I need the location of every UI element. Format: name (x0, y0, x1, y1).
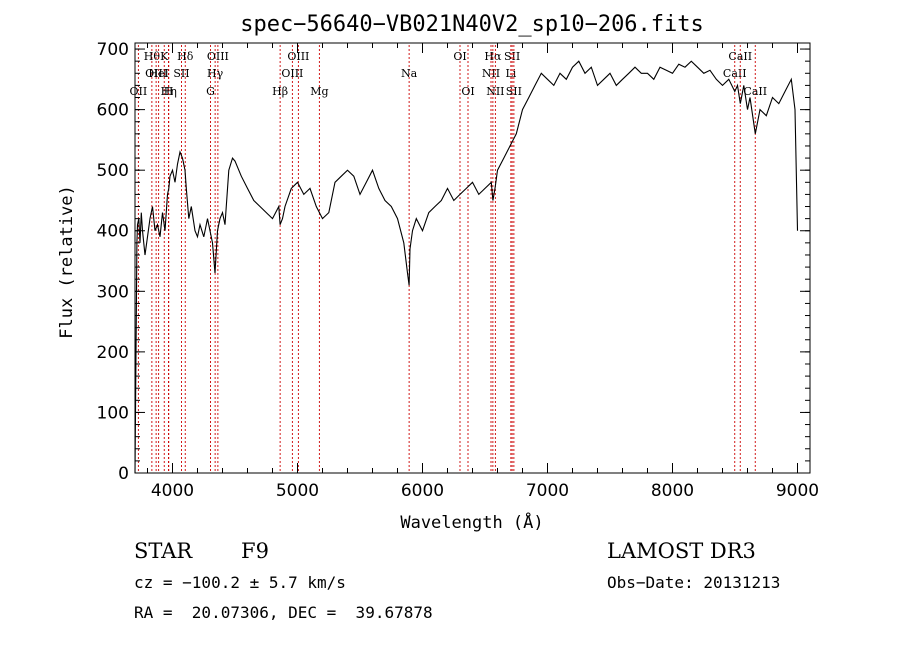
line-marker-label: Hβ (272, 85, 288, 98)
line-marker-label: OI (453, 50, 466, 63)
y-tick-label: 600 (97, 101, 129, 121)
x-tick-label: 6000 (401, 481, 444, 501)
line-marker-label: Hγ (207, 67, 224, 80)
line-marker-label: Li (505, 67, 516, 80)
line-marker-label: CaII (743, 85, 767, 98)
line-marker-label: SII (504, 50, 520, 63)
line-marker-label: Hδ (177, 50, 194, 63)
line-marker-label: HeI (148, 67, 168, 80)
y-axis-label: Flux (relative) (57, 185, 77, 339)
sky-coordinates: RA = 20.07306, DEC = 39.67878 (134, 603, 433, 622)
x-tick-label: 7000 (526, 481, 569, 501)
y-tick-label: 0 (118, 464, 129, 484)
x-tick-label: 8000 (651, 481, 694, 501)
line-marker-label: OIII (287, 50, 309, 63)
x-axis-label: Wavelength (Å) (400, 511, 543, 533)
plot-frame (134, 42, 811, 474)
spectral-subclass: F9 (241, 539, 269, 563)
line-marker-label: CaII (728, 50, 752, 63)
line-marker-label: OII (130, 85, 148, 98)
x-tick-label: 4000 (151, 481, 194, 501)
line-marker-label: Na (401, 67, 418, 80)
line-marker-label: H (164, 85, 174, 98)
y-tick-label: 100 (97, 403, 129, 423)
line-marker-label: Mg (310, 85, 328, 98)
line-marker-label: Hη (161, 85, 177, 98)
line-marker-label: CaII (723, 67, 747, 80)
line-marker-label: SII (506, 85, 522, 98)
line-markers: OIIHθOIIIHeIKHηHSIIHδGHγOIIIHβOIIIOIIIMg… (130, 45, 767, 473)
line-marker-label: Hθ (144, 50, 161, 63)
y-axis: 0 100 200 300 400 500 600 700 (97, 40, 810, 484)
y-tick-label: 400 (97, 222, 129, 242)
line-marker-label: OIII (207, 50, 229, 63)
x-axis: 4000 5000 6000 7000 8000 9000 (147, 43, 819, 501)
spectrum-line (134, 60, 799, 474)
line-marker-label: SII (173, 67, 189, 80)
y-tick-label: 500 (97, 161, 129, 181)
survey-name: LAMOST DR3 (607, 539, 756, 563)
chart-title: spec−56640−VB021N40V2_sp10−206.fits (240, 12, 704, 37)
y-tick-label: 300 (97, 282, 129, 302)
line-marker-label: Hα (484, 50, 502, 63)
y-tick-label: 200 (97, 343, 129, 363)
line-marker-label: K (160, 50, 169, 63)
object-class: STAR (134, 539, 193, 563)
line-marker-label: OIII (145, 67, 167, 80)
line-marker-label: G (206, 85, 215, 98)
x-tick-label: 9000 (776, 481, 819, 501)
y-tick-label: 700 (97, 40, 129, 60)
line-marker-label: NII (486, 85, 504, 98)
x-tick-label: 5000 (276, 481, 319, 501)
line-marker-label: NII (482, 67, 500, 80)
redshift-velocity: cz = −100.2 ± 5.7 km/s (134, 573, 346, 592)
line-marker-label: OI (461, 85, 474, 98)
line-marker-label: OIII (281, 67, 303, 80)
observation-date: Obs−Date: 20131213 (607, 573, 781, 592)
